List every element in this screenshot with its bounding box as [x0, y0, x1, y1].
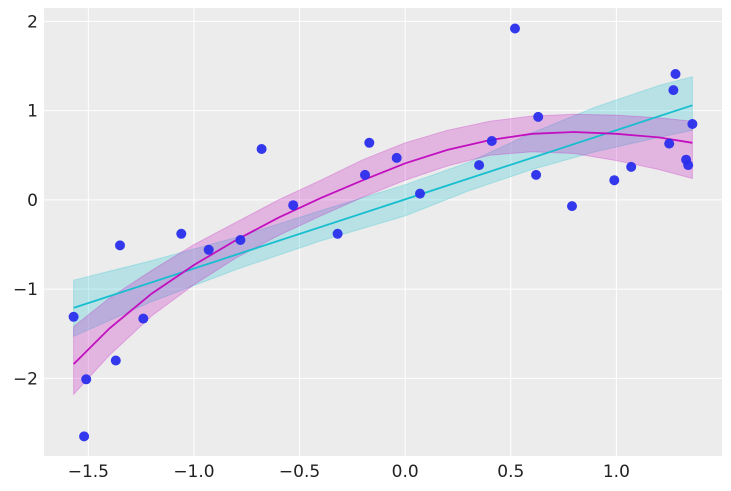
data-point: [391, 152, 402, 163]
data-points: [68, 23, 698, 442]
data-point: [567, 201, 577, 212]
data-point: [609, 175, 620, 186]
data-point: [664, 138, 675, 149]
x-tick-label: 0.5: [497, 462, 524, 482]
data-point: [683, 160, 694, 171]
data-point: [531, 169, 542, 180]
data-point: [364, 137, 375, 148]
data-point: [415, 188, 425, 199]
data-point: [474, 160, 485, 171]
data-point: [626, 161, 637, 172]
data-point: [81, 374, 92, 385]
y-tick-labels: −2 −1 0 1 2: [13, 12, 38, 389]
y-tick-label: 2: [27, 12, 38, 32]
x-tick-label: −1.0: [173, 462, 214, 482]
data-point: [79, 431, 90, 442]
y-tick-label: 0: [27, 191, 38, 211]
data-point: [176, 228, 187, 239]
data-point: [110, 355, 121, 366]
data-point: [668, 85, 679, 96]
data-point: [203, 244, 214, 255]
data-point: [486, 136, 497, 146]
data-point: [360, 169, 370, 180]
y-tick-label: −2: [13, 369, 38, 389]
data-point: [256, 144, 267, 154]
data-point: [533, 111, 544, 122]
data-point: [687, 119, 698, 129]
x-tick-label: 0.0: [392, 462, 419, 482]
data-point: [332, 228, 343, 239]
y-tick-label: −1: [13, 280, 38, 300]
regression-line-2: [72, 131, 693, 365]
data-point: [670, 69, 681, 79]
y-tick-label: 1: [27, 102, 38, 122]
x-tick-label: 1.0: [603, 462, 630, 482]
x-tick-label: −1.5: [68, 462, 109, 482]
regression-lines: [72, 104, 693, 365]
data-point: [138, 313, 149, 324]
data-point: [510, 23, 520, 34]
x-tick-label: −0.5: [279, 462, 320, 482]
regression-line-1: [73, 104, 693, 309]
data-point: [115, 240, 125, 251]
plot-background: [44, 8, 722, 456]
grid-lines: [44, 8, 722, 456]
data-point: [68, 311, 79, 322]
data-point: [288, 200, 299, 211]
data-point: [235, 235, 246, 245]
x-tick-labels: −1.5 −1.0 −0.5 0.0 0.5 1.0: [68, 462, 630, 482]
